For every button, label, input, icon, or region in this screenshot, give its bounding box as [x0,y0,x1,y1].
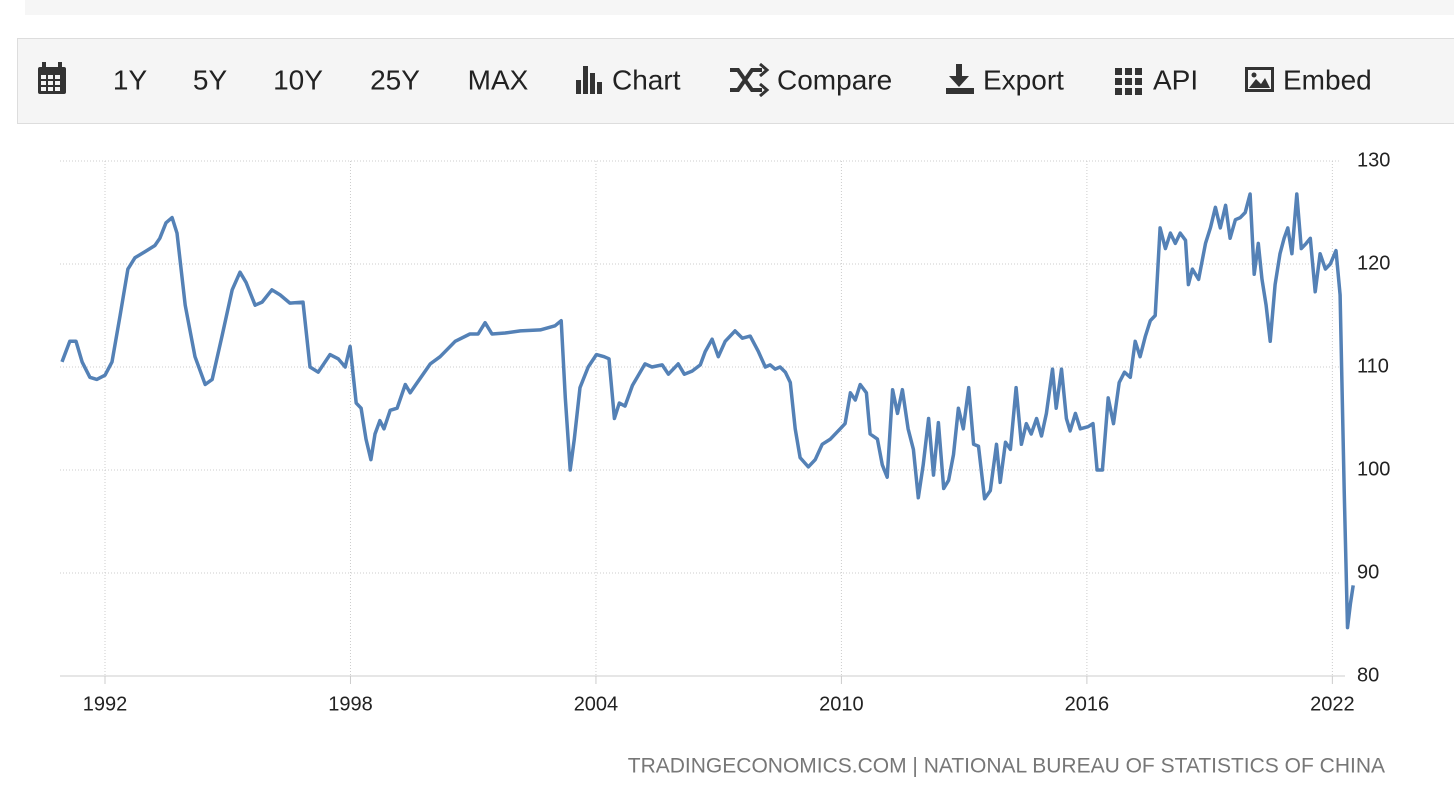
y-tick-label: 100 [1357,458,1390,480]
y-tick-label: 130 [1357,149,1390,171]
x-tick-label: 2022 [1310,693,1355,715]
y-tick-label: 90 [1357,561,1379,583]
tool-button[interactable]: API [1153,64,1198,95]
x-tick-label: 2004 [574,693,619,715]
tool-button[interactable]: Export [983,64,1064,95]
tool-button[interactable]: Compare [777,64,892,95]
y-tick-label: 110 [1357,355,1389,377]
x-tick-label: 2010 [819,693,864,715]
x-tick-label: 2016 [1065,693,1110,715]
range-button[interactable]: 25Y [370,64,420,95]
range-button[interactable]: 10Y [273,64,323,95]
toolbar [18,39,1454,124]
series-line [62,194,1353,628]
y-tick-label: 80 [1357,664,1379,686]
range-button[interactable]: 5Y [193,64,228,95]
x-tick-label: 1998 [328,693,373,715]
tool-button[interactable]: Embed [1283,64,1372,95]
y-tick-label: 120 [1357,252,1390,274]
tool-button[interactable]: Chart [612,64,681,95]
source: TRADINGECONOMICS.COM | NATIONAL BUREAU O… [628,755,1385,778]
range-button[interactable]: MAX [468,64,529,95]
x-tick-label: 1992 [83,693,128,715]
range-button[interactable]: 1Y [113,64,148,95]
top-strip [25,0,1454,15]
api-icon [1115,68,1142,95]
embed-icon [1245,67,1274,92]
